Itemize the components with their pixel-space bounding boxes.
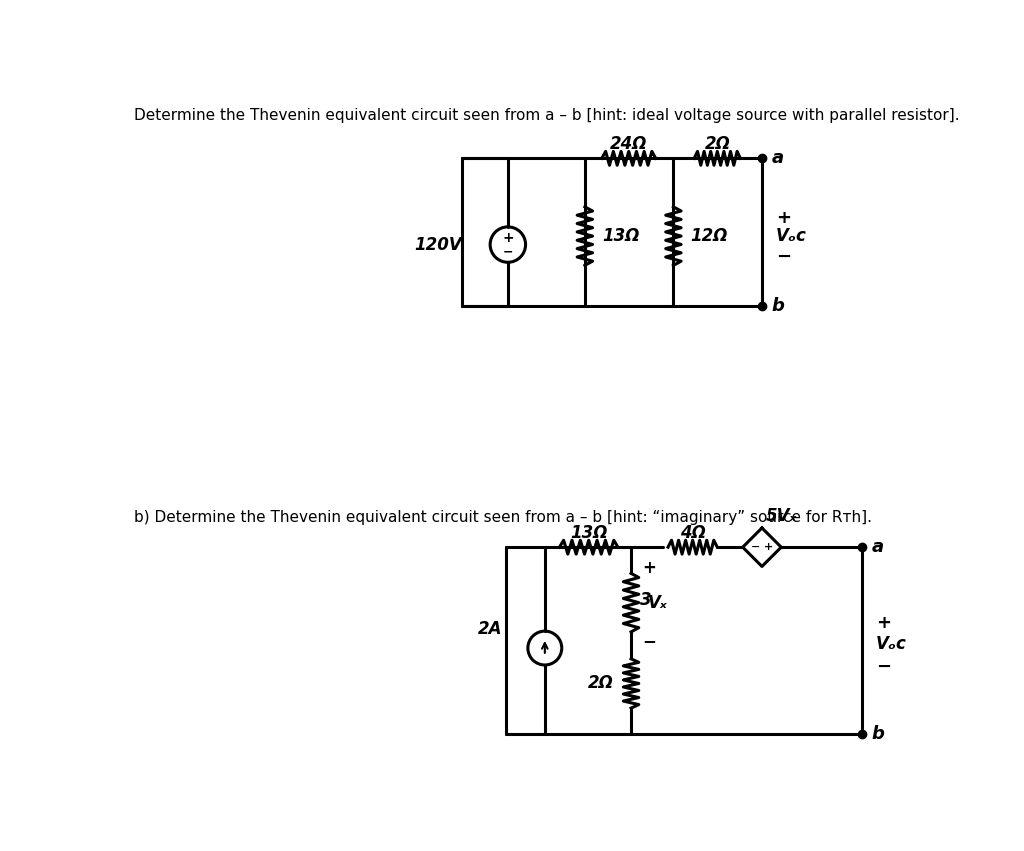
Text: a: a [871, 538, 884, 557]
Text: 2Ω: 2Ω [705, 135, 730, 153]
Text: +: + [502, 231, 514, 245]
Text: 12Ω: 12Ω [690, 227, 728, 245]
Text: b) Determine the Thevenin equivalent circuit seen from a – b [hint: “imaginary” : b) Determine the Thevenin equivalent cir… [134, 511, 872, 525]
Text: a: a [771, 149, 783, 168]
Text: 2Ω: 2Ω [589, 675, 614, 693]
Text: 24Ω: 24Ω [610, 135, 647, 153]
Text: −: − [876, 659, 891, 677]
Text: 2A: 2A [478, 620, 503, 637]
Text: b: b [871, 724, 884, 743]
Text: b: b [771, 297, 784, 315]
Text: 3: 3 [640, 591, 652, 609]
Text: Determine the Thevenin equivalent circuit seen from a – b [hint: ideal voltage s: Determine the Thevenin equivalent circui… [134, 108, 961, 123]
Text: +: + [643, 559, 656, 577]
Text: −: − [752, 542, 761, 552]
Text: 4Ω: 4Ω [680, 524, 706, 542]
Text: 13Ω: 13Ω [602, 227, 639, 245]
Text: Vₒᴄ: Vₒᴄ [776, 227, 807, 245]
Text: +: + [764, 542, 773, 552]
Text: −: − [503, 245, 513, 258]
Text: 120V: 120V [414, 236, 462, 254]
Text: 5Vₓ: 5Vₓ [766, 507, 798, 525]
Text: Vₓ: Vₓ [648, 594, 668, 612]
Text: −: − [776, 248, 791, 266]
Text: Vₒᴄ: Vₒᴄ [876, 635, 907, 654]
Text: +: + [876, 614, 891, 632]
Text: −: − [643, 632, 656, 650]
Text: 13Ω: 13Ω [570, 524, 607, 542]
Text: +: + [776, 209, 791, 227]
